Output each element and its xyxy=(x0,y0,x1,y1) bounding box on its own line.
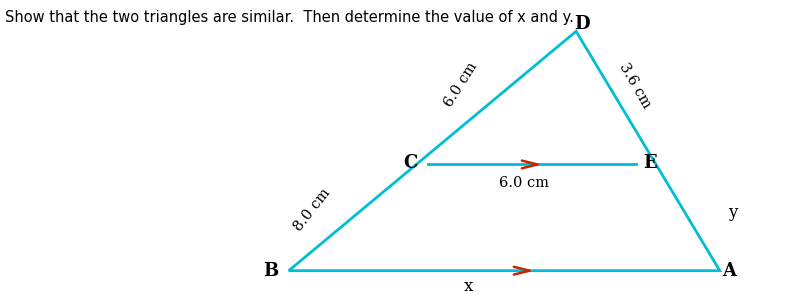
Text: Show that the two triangles are similar.  Then determine the value of x and y.: Show that the two triangles are similar.… xyxy=(6,10,574,25)
Text: B: B xyxy=(264,262,279,280)
Text: x: x xyxy=(464,278,473,295)
Text: 8.0 cm: 8.0 cm xyxy=(291,185,332,233)
Text: C: C xyxy=(404,154,418,172)
Text: y: y xyxy=(728,204,737,221)
Text: A: A xyxy=(723,262,736,280)
Text: E: E xyxy=(643,154,657,172)
Text: D: D xyxy=(574,15,590,33)
Text: 6.0 cm: 6.0 cm xyxy=(499,176,549,191)
Text: 6.0 cm: 6.0 cm xyxy=(442,60,481,110)
Text: 3.6 cm: 3.6 cm xyxy=(616,60,653,110)
